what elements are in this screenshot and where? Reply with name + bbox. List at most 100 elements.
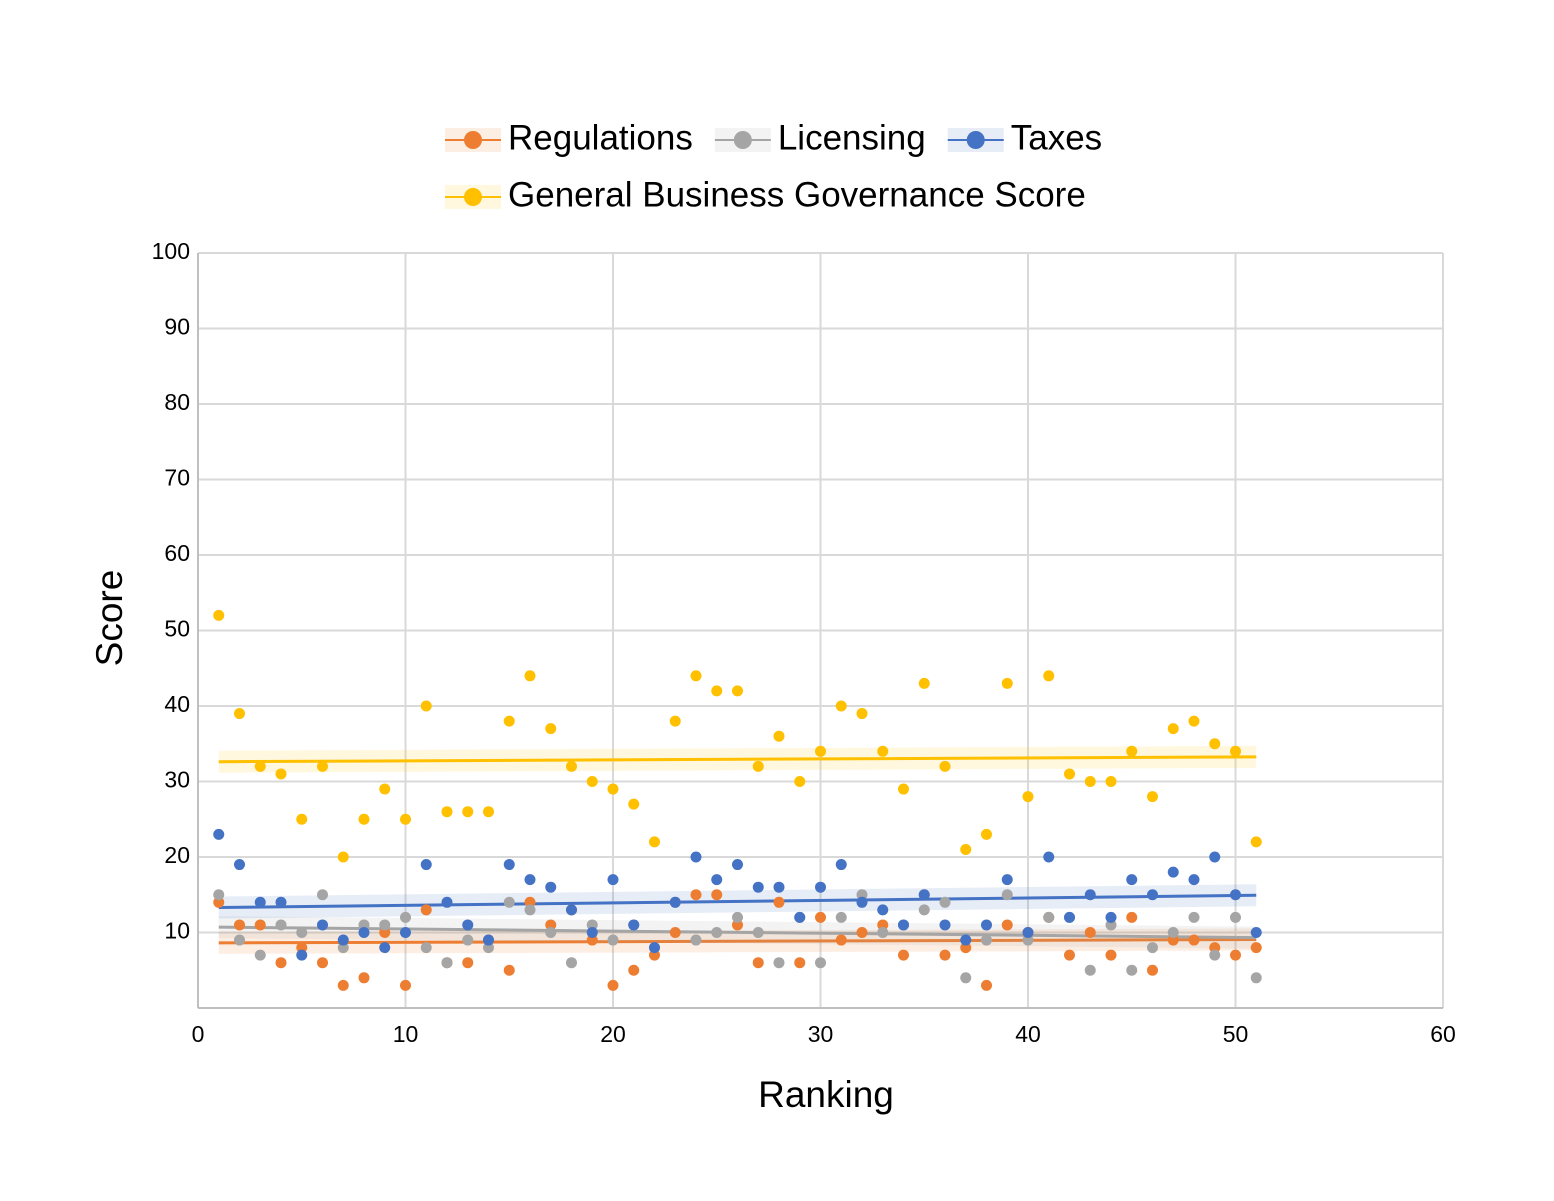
y-tick-label: 70 xyxy=(164,465,190,491)
data-point xyxy=(545,881,557,893)
legend-label: Taxes xyxy=(1011,118,1102,157)
legend-label: Licensing xyxy=(778,118,926,157)
data-point xyxy=(400,927,411,938)
data-point xyxy=(1209,942,1221,954)
data-point xyxy=(1064,949,1075,961)
data-point xyxy=(628,964,640,976)
trend-line xyxy=(218,893,1257,910)
data-point xyxy=(649,942,660,954)
data-point xyxy=(690,670,702,682)
y-tick-label: 10 xyxy=(164,918,190,944)
x-tick-label: 60 xyxy=(1430,1021,1456,1047)
data-point xyxy=(483,942,494,954)
x-tick-label: 0 xyxy=(192,1021,205,1047)
x-tick-label: 50 xyxy=(1223,1021,1249,1047)
data-point xyxy=(939,760,951,772)
data-point xyxy=(981,919,992,931)
data-point xyxy=(815,911,826,923)
data-point xyxy=(898,783,909,795)
data-point xyxy=(898,919,909,931)
data-point xyxy=(856,708,868,720)
data-point xyxy=(877,927,889,938)
data-point xyxy=(1064,911,1075,923)
y-tick-label: 20 xyxy=(164,842,190,868)
data-point xyxy=(607,979,619,991)
data-point xyxy=(835,911,847,923)
data-point xyxy=(1105,776,1117,787)
data-point xyxy=(275,896,287,908)
data-point xyxy=(1105,949,1117,961)
y-tick-label: 50 xyxy=(164,616,190,642)
data-point xyxy=(649,949,660,961)
data-point xyxy=(234,934,245,946)
data-point xyxy=(877,745,889,757)
data-point xyxy=(1209,851,1221,863)
data-point xyxy=(690,934,702,946)
legend-marker xyxy=(464,131,482,149)
data-point xyxy=(524,896,536,908)
data-point xyxy=(379,919,391,931)
data-point xyxy=(1147,964,1158,976)
y-tick-label: 30 xyxy=(164,767,190,793)
data-point xyxy=(1188,911,1200,923)
data-point xyxy=(794,776,806,787)
data-point xyxy=(503,964,515,976)
data-point xyxy=(1084,889,1096,901)
data-point xyxy=(254,949,266,961)
data-point xyxy=(1043,670,1055,682)
data-point xyxy=(773,881,785,893)
trend-line xyxy=(218,755,1257,764)
data-point xyxy=(213,609,225,621)
x-axis-title: Ranking xyxy=(758,1074,894,1115)
data-point xyxy=(918,889,930,901)
x-tick-label: 40 xyxy=(1015,1021,1041,1047)
data-point xyxy=(835,934,847,946)
data-point xyxy=(628,798,640,810)
data-point xyxy=(1084,964,1096,976)
x-tick-label: 30 xyxy=(808,1021,834,1047)
data-point xyxy=(337,934,349,946)
data-point xyxy=(483,806,494,818)
data-point xyxy=(669,896,681,908)
data-point xyxy=(690,851,702,863)
data-point xyxy=(607,783,619,795)
data-point xyxy=(690,889,702,901)
data-point xyxy=(607,874,619,886)
data-point xyxy=(1230,889,1241,901)
legend-marker xyxy=(464,188,482,206)
data-point xyxy=(1126,964,1138,976)
trend-line xyxy=(218,925,1257,940)
data-point xyxy=(752,957,764,969)
data-point xyxy=(358,927,370,938)
data-point xyxy=(503,896,515,908)
legend-item: Taxes xyxy=(947,118,1102,157)
data-point xyxy=(752,760,764,772)
data-point xyxy=(337,942,349,954)
data-point xyxy=(1250,836,1262,848)
data-point xyxy=(1022,791,1034,803)
data-point xyxy=(358,972,370,984)
data-point xyxy=(856,896,868,908)
data-point xyxy=(711,685,723,697)
data-point xyxy=(1167,934,1179,946)
data-point xyxy=(420,859,432,871)
data-point xyxy=(960,942,972,954)
legend-marker xyxy=(733,131,752,149)
data-point xyxy=(213,828,225,840)
data-point xyxy=(1167,866,1179,878)
legend-label: Regulations xyxy=(508,118,693,157)
data-point xyxy=(981,934,992,946)
data-point xyxy=(317,889,328,901)
data-point xyxy=(296,927,308,938)
data-point xyxy=(1105,911,1117,923)
data-point xyxy=(939,949,951,961)
data-point xyxy=(545,927,557,938)
data-point xyxy=(483,934,494,946)
data-point xyxy=(856,927,868,938)
data-point xyxy=(234,919,245,931)
data-point xyxy=(711,874,723,886)
data-point xyxy=(213,889,225,901)
data-point xyxy=(960,934,972,946)
data-point xyxy=(607,934,619,946)
